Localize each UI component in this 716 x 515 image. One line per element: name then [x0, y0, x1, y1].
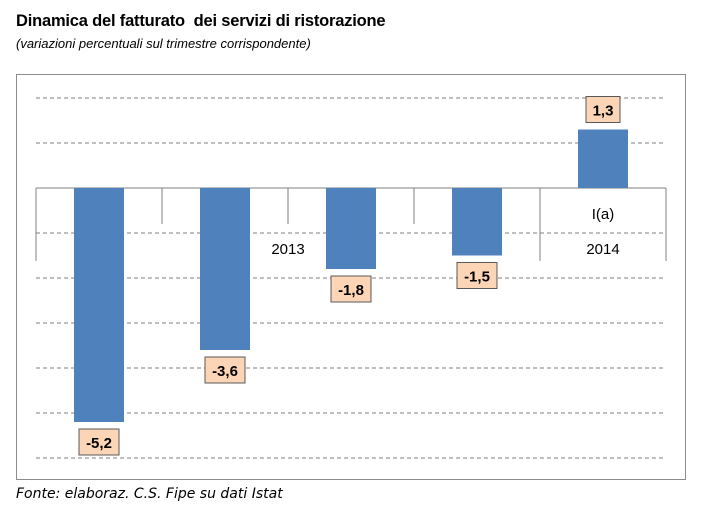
chart-subtitle: (variazioni percentuali sul trimestre co… [16, 36, 311, 51]
bar [452, 188, 502, 256]
data-label-box [456, 262, 498, 289]
category-tick-label: I(a) [592, 206, 615, 223]
data-label: -1,5 [464, 269, 490, 286]
data-label: -5,2 [86, 435, 112, 452]
data-label-box [78, 428, 120, 456]
bar [578, 129, 628, 188]
bars [74, 129, 628, 422]
chart-title: Dinamica del fatturato dei servizi di ri… [16, 12, 386, 30]
bar [326, 188, 376, 269]
data-label: -3,6 [212, 363, 238, 380]
bar [74, 188, 124, 422]
group-label: 2013 [271, 241, 304, 258]
data-label: 1,3 [593, 103, 614, 120]
data-label-box [585, 96, 621, 123]
group-label: 2014 [586, 241, 619, 258]
data-label: -1,8 [338, 282, 364, 299]
source-note: Fonte: elaboraz. C.S. Fipe su dati Istat [16, 486, 283, 502]
data-labels: -5,2 -3,6 -1,8 -1,5 1,3 [78, 96, 621, 456]
data-label-box [204, 356, 246, 384]
bar [200, 188, 250, 350]
data-label-box [330, 275, 372, 303]
